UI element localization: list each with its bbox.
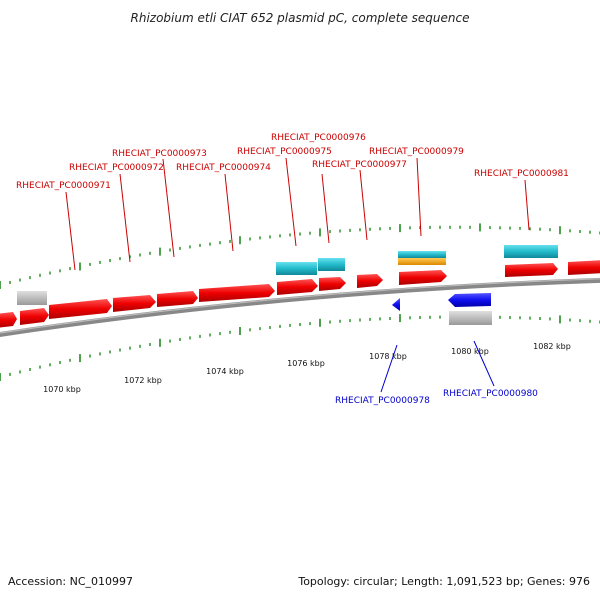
accession-text: Accession: NC_010997 <box>8 575 133 588</box>
label-leader-line <box>162 158 175 258</box>
gene-arrow[interactable] <box>113 295 156 312</box>
gene-label[interactable]: RHECIAT_PC0000976 <box>271 133 366 143</box>
gene-arrow[interactable] <box>357 274 383 288</box>
outer-tick-ring <box>0 223 600 289</box>
gc-skew-block <box>398 258 446 265</box>
map-title: Rhizobium etli CIAT 652 plasmid pC, comp… <box>131 11 470 25</box>
scale-label: 1074 kbp <box>206 367 244 376</box>
plasmid-backbone-highlight <box>0 278 600 334</box>
scale-label: 1078 kbp <box>369 352 407 361</box>
gene-label[interactable]: RHECIAT_PC0000971 <box>16 181 111 191</box>
forward-genes <box>0 260 600 328</box>
gene-label[interactable]: RHECIAT_PC0000977 <box>312 160 407 170</box>
gene-arrow[interactable] <box>157 291 198 307</box>
gene-arrow[interactable] <box>0 312 17 328</box>
reverse-label-texts: RHECIAT_PC0000978 RHECIAT_PC0000980 <box>335 389 538 406</box>
label-leader-line <box>285 157 297 247</box>
scale-label: 1070 kbp <box>43 385 81 394</box>
gene-arrow[interactable] <box>568 260 600 275</box>
scale-labels: 1070 kbp 1072 kbp 1074 kbp 1076 kbp 1078… <box>43 342 571 394</box>
gene-label[interactable]: RHECIAT_PC0000973 <box>112 149 207 159</box>
gene-arrow[interactable] <box>448 293 491 307</box>
gene-label[interactable]: RHECIAT_PC0000981 <box>474 169 569 179</box>
forward-gene-labels <box>65 157 530 271</box>
gene-label[interactable]: RHECIAT_PC0000975 <box>237 147 332 157</box>
gene-label[interactable]: RHECIAT_PC0000978 <box>335 396 430 406</box>
scale-label: 1082 kbp <box>533 342 571 351</box>
label-leader-line <box>224 173 234 252</box>
label-leader-line <box>473 340 495 387</box>
label-leader-line <box>321 173 330 244</box>
reverse-gene-labels <box>380 340 495 393</box>
gene-arrow[interactable] <box>20 308 49 325</box>
gc-block <box>318 258 345 271</box>
other-features <box>17 291 492 325</box>
gene-arrow[interactable] <box>505 263 558 277</box>
gene-label[interactable]: RHECIAT_PC0000980 <box>443 389 538 399</box>
gene-label[interactable]: RHECIAT_PC0000974 <box>176 163 271 173</box>
reverse-genes <box>392 293 491 311</box>
gene-arrow[interactable] <box>319 277 346 291</box>
gene-arrow[interactable] <box>399 270 447 285</box>
label-leader-line <box>380 344 398 393</box>
gc-block <box>276 262 317 275</box>
gc-block <box>398 251 446 258</box>
label-leader-line <box>119 173 131 263</box>
label-leader-line <box>359 169 368 241</box>
feature-block <box>449 311 492 325</box>
scale-label: 1072 kbp <box>124 376 162 385</box>
gene-label[interactable]: RHECIAT_PC0000979 <box>369 147 464 157</box>
plasmid-backbone <box>0 277 600 338</box>
summary-text: Topology: circular; Length: 1,091,523 bp… <box>297 575 590 588</box>
gc-content-track <box>276 245 558 275</box>
label-leader-line <box>416 157 422 237</box>
gene-arrow[interactable] <box>277 279 318 295</box>
gc-block <box>504 245 558 258</box>
label-leader-line <box>524 179 530 231</box>
gene-arrow[interactable] <box>199 284 275 302</box>
gene-label[interactable]: RHECIAT_PC0000972 <box>69 163 164 173</box>
feature-block <box>17 291 47 305</box>
scale-label: 1076 kbp <box>287 359 325 368</box>
label-leader-line <box>65 191 76 271</box>
gene-arrow[interactable] <box>392 298 400 311</box>
gene-arrow[interactable] <box>49 299 112 319</box>
scale-label: 1080 kbp <box>451 347 489 356</box>
forward-label-texts: RHECIAT_PC0000971 RHECIAT_PC0000972 RHEC… <box>16 133 569 191</box>
